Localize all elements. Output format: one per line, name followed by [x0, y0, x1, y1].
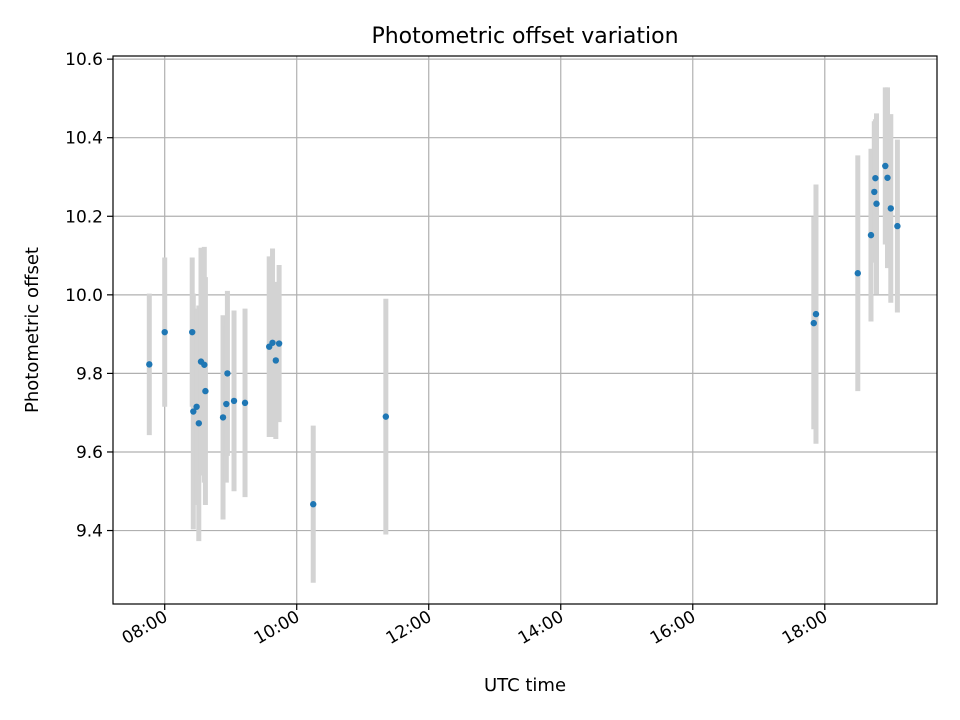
data-point — [219, 414, 227, 421]
data-point — [241, 399, 249, 407]
plot-area — [113, 56, 937, 604]
data-point — [189, 328, 196, 336]
data-point — [894, 222, 901, 230]
data-point — [887, 205, 894, 212]
data-point — [812, 310, 820, 318]
data-point — [884, 174, 891, 181]
data-point — [201, 361, 208, 368]
data-point — [873, 200, 880, 207]
data-point — [161, 328, 168, 336]
y-tick-label: 10.4 — [65, 129, 103, 149]
data-point — [230, 397, 238, 405]
data-point — [854, 270, 861, 277]
data-point — [272, 357, 280, 364]
y-tick-label: 9.8 — [76, 364, 103, 384]
grid — [113, 56, 937, 604]
data-point — [269, 339, 276, 346]
y-tick-label: 9.6 — [76, 443, 103, 463]
data-point — [871, 188, 878, 196]
data-point — [193, 403, 200, 410]
y-tick-label: 10.6 — [65, 50, 103, 70]
plot-frame — [112, 55, 938, 605]
x-axis-label: UTC time — [484, 675, 566, 696]
data-point — [146, 361, 153, 368]
data-point — [882, 162, 889, 170]
data-point — [202, 387, 209, 395]
data-point — [872, 174, 879, 182]
data-point — [810, 319, 817, 327]
data-point — [224, 370, 231, 377]
data-points — [146, 162, 901, 508]
y-axis-ticks: 9.4 9.6 9.8 10.0 10.2 10.4 10.6 — [65, 50, 113, 542]
data-point — [195, 420, 203, 427]
data-point — [382, 413, 390, 420]
data-point — [310, 501, 317, 508]
data-point — [867, 231, 875, 239]
y-tick-label: 9.4 — [76, 522, 103, 542]
y-tick-label: 10.2 — [65, 207, 103, 227]
data-point — [190, 408, 197, 415]
chart-title: Photometric offset variation — [371, 24, 678, 49]
data-point — [275, 340, 283, 347]
data-point — [223, 400, 230, 408]
y-axis-label: Photometric offset — [22, 247, 43, 413]
y-tick-label: 10.0 — [65, 286, 103, 306]
